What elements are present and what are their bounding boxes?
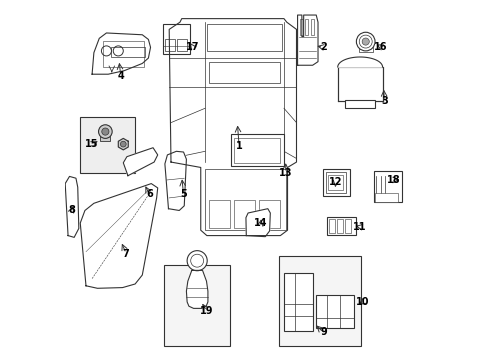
Bar xyxy=(336,219,343,233)
Bar xyxy=(373,171,401,202)
Bar xyxy=(80,117,135,173)
Bar xyxy=(316,296,353,328)
Bar xyxy=(164,40,175,51)
Bar xyxy=(233,200,255,228)
Bar xyxy=(344,100,375,108)
Text: 13: 13 xyxy=(279,168,292,178)
Polygon shape xyxy=(245,209,270,237)
Text: 10: 10 xyxy=(355,297,369,307)
Bar xyxy=(328,219,335,233)
Bar xyxy=(337,67,382,101)
Polygon shape xyxy=(164,151,186,211)
Text: 18: 18 xyxy=(386,175,399,185)
Text: 15: 15 xyxy=(85,139,99,149)
Bar xyxy=(322,169,349,196)
Text: 1: 1 xyxy=(235,141,242,151)
Polygon shape xyxy=(118,138,128,150)
Text: 11: 11 xyxy=(352,222,365,231)
Circle shape xyxy=(356,32,374,51)
Bar xyxy=(102,41,144,67)
Bar xyxy=(234,138,280,163)
Polygon shape xyxy=(65,176,79,237)
Circle shape xyxy=(99,125,112,138)
Bar xyxy=(208,62,280,83)
Text: 9: 9 xyxy=(319,327,326,337)
Circle shape xyxy=(102,128,109,135)
Bar xyxy=(204,169,285,230)
Bar xyxy=(374,193,398,202)
Bar xyxy=(328,175,343,190)
Bar xyxy=(326,217,356,234)
Text: 17: 17 xyxy=(185,42,199,51)
Bar xyxy=(208,200,230,228)
Bar xyxy=(300,19,303,35)
Circle shape xyxy=(120,141,126,147)
Polygon shape xyxy=(169,19,296,235)
Polygon shape xyxy=(186,270,207,309)
Circle shape xyxy=(362,38,368,45)
Text: 8: 8 xyxy=(68,206,75,216)
Bar xyxy=(206,24,282,51)
Text: 5: 5 xyxy=(180,189,186,199)
Text: 7: 7 xyxy=(122,248,129,258)
Bar xyxy=(344,219,350,233)
Text: 12: 12 xyxy=(328,177,342,187)
Text: 19: 19 xyxy=(200,306,213,316)
Text: 4: 4 xyxy=(117,71,124,81)
Bar xyxy=(258,200,280,228)
Polygon shape xyxy=(297,15,317,65)
Text: 14: 14 xyxy=(253,218,267,228)
Bar xyxy=(278,256,360,346)
Text: 16: 16 xyxy=(373,42,386,51)
Text: 6: 6 xyxy=(146,189,153,199)
Polygon shape xyxy=(337,57,382,67)
Bar xyxy=(100,135,110,141)
Text: 3: 3 xyxy=(380,96,387,106)
Bar xyxy=(163,265,230,346)
Bar xyxy=(163,24,189,54)
Polygon shape xyxy=(123,148,158,176)
Polygon shape xyxy=(92,33,150,74)
Text: 2: 2 xyxy=(319,42,326,52)
Bar xyxy=(230,134,284,166)
Bar xyxy=(111,46,145,57)
Bar xyxy=(177,40,187,51)
Bar xyxy=(284,273,312,330)
Circle shape xyxy=(187,251,207,271)
Bar xyxy=(358,47,372,51)
Bar xyxy=(305,19,308,35)
Bar xyxy=(325,172,346,193)
Polygon shape xyxy=(80,184,158,288)
Bar xyxy=(310,19,313,35)
